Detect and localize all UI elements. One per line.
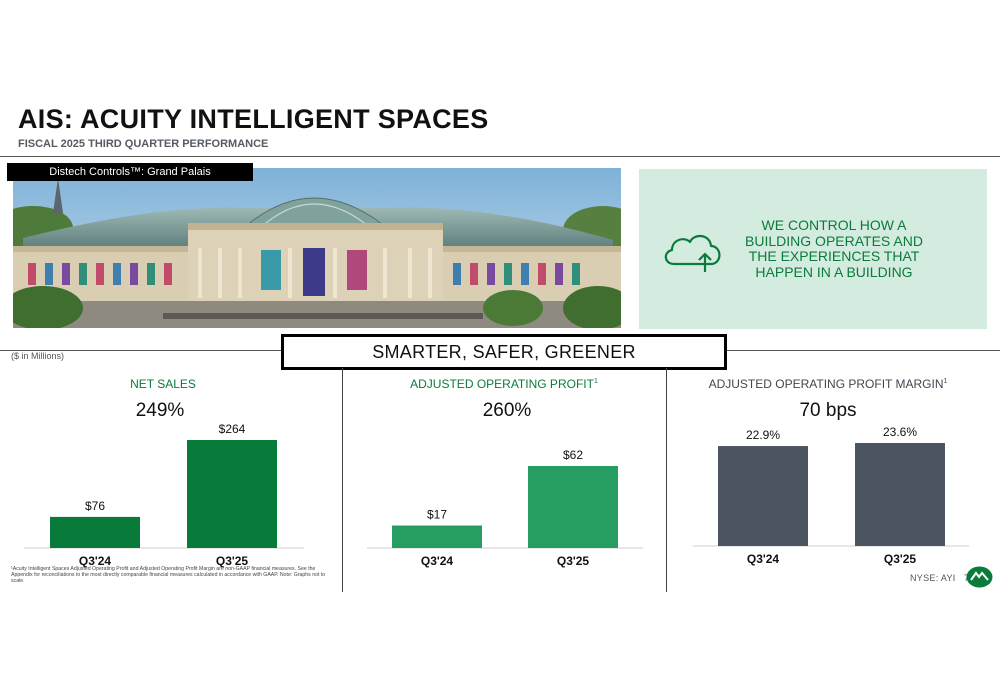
footnote-marker: 1 bbox=[593, 378, 598, 385]
chart-title-adj-op-margin: ADJUSTED OPERATING PROFIT MARGIN1 bbox=[680, 377, 976, 391]
footnote: ¹Acuity Intelligent Spaces Adjusted Oper… bbox=[11, 566, 326, 584]
grand-palais-photo bbox=[13, 168, 621, 328]
adj-op-margin-change: 70 bps bbox=[799, 400, 857, 421]
bar-q324 bbox=[718, 446, 808, 546]
chart-title-net-sales: NET SALES bbox=[20, 377, 306, 391]
adj-op-profit-change: 260% bbox=[482, 400, 532, 421]
tagline-box bbox=[639, 169, 987, 329]
slogan-banner: SMARTER, SAFER, GREENER bbox=[281, 334, 727, 370]
bar-value-label: 23.6% bbox=[883, 425, 917, 439]
ticker-text: NYSE: AYI bbox=[910, 573, 956, 583]
footnote-marker: 1 bbox=[943, 378, 948, 385]
x-tick-label: Q3'24 bbox=[747, 552, 780, 566]
units-note: ($ in Millions) bbox=[11, 351, 65, 361]
panel-divider bbox=[666, 368, 667, 592]
banner-row bbox=[28, 263, 580, 285]
bar-q325 bbox=[528, 466, 618, 548]
page-title: AIS: ACUITY INTELLIGENT SPACES bbox=[18, 104, 489, 134]
cloud-upload-icon bbox=[660, 230, 726, 274]
bar-q325 bbox=[855, 443, 945, 546]
page-number: 7 bbox=[964, 573, 969, 583]
x-tick-label: Q3'25 bbox=[216, 554, 249, 568]
footer-ticker: NYSE: AYI 7 bbox=[910, 573, 969, 583]
acuity-logo bbox=[966, 566, 993, 588]
chart-title-text: ADJUSTED OPERATING PROFIT bbox=[410, 377, 594, 391]
bar-value-label: $62 bbox=[563, 448, 583, 462]
page-subtitle: FISCAL 2025 THIRD QUARTER PERFORMANCE bbox=[18, 138, 269, 150]
x-tick-label: Q3'24 bbox=[421, 554, 454, 568]
header-divider bbox=[0, 156, 1000, 157]
bar-value-label: $76 bbox=[85, 499, 105, 513]
net-sales-change: 249% bbox=[135, 400, 185, 421]
tagline-text: WE CONTROL HOW A BUILDING OPERATES AND T… bbox=[745, 217, 923, 280]
photo-caption: Distech Controls™: Grand Palais bbox=[7, 163, 253, 181]
adj-op-margin-chart: 22.9% 23.6% Q3'24 Q3'25 bbox=[693, 425, 969, 566]
x-tick-label: Q3'24 bbox=[79, 554, 112, 568]
chart-title-adj-op-profit: ADJUSTED OPERATING PROFIT1 bbox=[358, 377, 650, 391]
bar-value-label: $17 bbox=[427, 508, 447, 522]
chart-title-text: NET SALES bbox=[130, 377, 196, 391]
bar-value-label: $264 bbox=[219, 422, 246, 436]
bar-value-label: 22.9% bbox=[746, 428, 780, 442]
adj-op-profit-chart: $17 $62 Q3'24 Q3'25 bbox=[367, 448, 643, 568]
net-sales-chart: $76 $264 Q3'24 Q3'25 bbox=[24, 422, 304, 568]
panel-divider bbox=[342, 368, 343, 592]
x-tick-label: Q3'25 bbox=[884, 552, 917, 566]
chart-title-text: ADJUSTED OPERATING PROFIT MARGIN bbox=[708, 377, 944, 391]
bar-q325 bbox=[187, 440, 277, 548]
bar-q324 bbox=[50, 516, 140, 548]
x-tick-label: Q3'25 bbox=[557, 554, 590, 568]
bar-q324 bbox=[392, 525, 482, 548]
